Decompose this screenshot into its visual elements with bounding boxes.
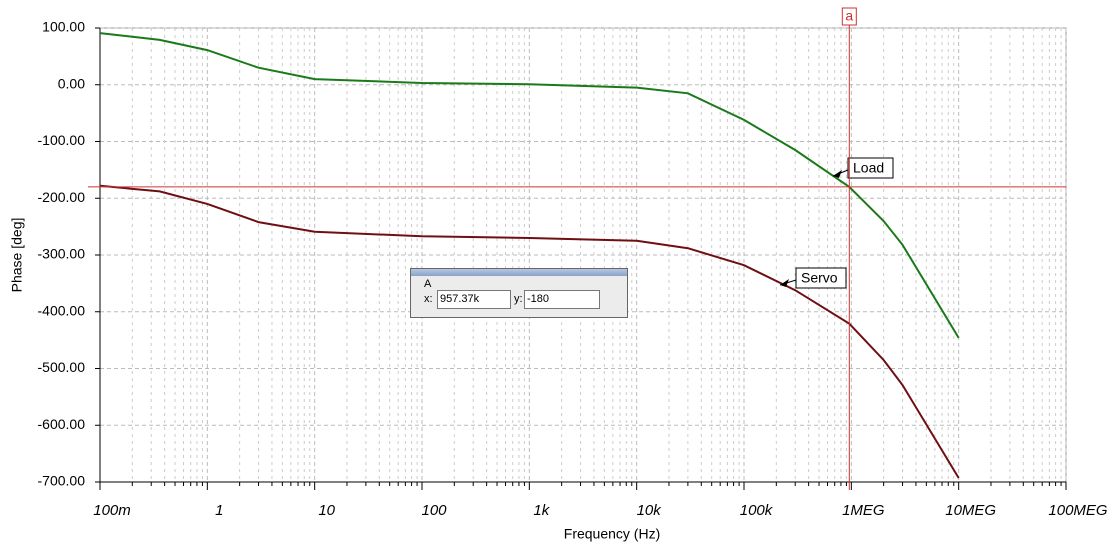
x-tick-label: 1MEG: [842, 502, 885, 519]
y-tick-label: -700.00: [38, 473, 86, 489]
x-axis-label: Frequency (Hz): [564, 526, 660, 542]
y-axis-label: Phase [deg]: [9, 218, 25, 293]
y-tick-label: 0.00: [58, 75, 85, 91]
x-field[interactable]: 957.37k: [437, 290, 511, 309]
series-label: Load: [853, 160, 884, 176]
x-tick-label: 10MEG: [945, 502, 996, 519]
series-label: Servo: [801, 270, 838, 286]
x-tick-label: 100k: [740, 502, 774, 519]
y-tick-label: -200.00: [38, 189, 86, 205]
cursor-box-title: A: [424, 278, 432, 290]
series-line: [99, 32, 960, 339]
y-tick-label: -100.00: [38, 132, 86, 148]
series-line: [99, 184, 960, 479]
cursor-tag: [841, 7, 857, 26]
y-tick-label: -400.00: [38, 302, 86, 318]
y-tick-label: -300.00: [38, 246, 86, 262]
cursor-box: A x: 957.37k y: -180: [410, 268, 628, 318]
label-arrowhead: [780, 279, 789, 287]
y-field[interactable]: -180: [524, 290, 600, 309]
x-tick-label: 10k: [637, 502, 663, 519]
x-tick-label: 100MEG: [1048, 502, 1108, 519]
cursor-box-titlebar: [411, 269, 627, 276]
series-label-box: [847, 157, 894, 179]
series-label-box: [795, 267, 847, 289]
y-tick-label: 100.00: [42, 19, 85, 35]
x-tick-label: 1: [215, 502, 223, 519]
x-caption: x:: [424, 293, 433, 305]
x-tick-label: 100: [421, 502, 447, 519]
y-caption: y:: [514, 293, 523, 305]
y-tick-label: -500.00: [38, 359, 86, 375]
cursor-tag-label: a: [845, 8, 853, 24]
label-arrowhead: [833, 170, 842, 178]
y-tick-label: -600.00: [38, 416, 86, 432]
x-tick-label: 10: [318, 502, 335, 519]
x-tick-label: 100m: [93, 502, 131, 519]
x-tick-label: 1k: [533, 502, 550, 519]
